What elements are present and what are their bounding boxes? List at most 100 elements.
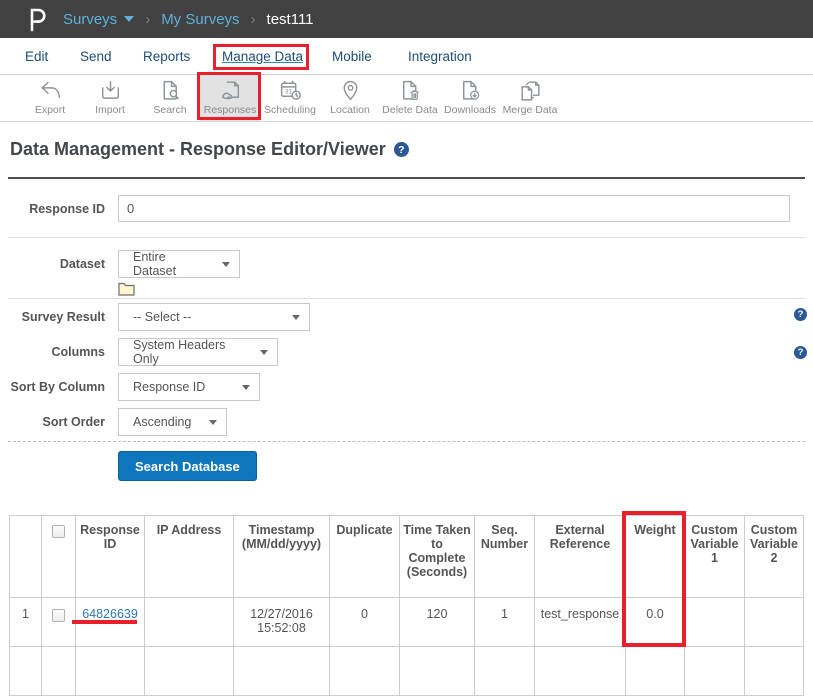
columns-select-value: System Headers Only: [133, 338, 226, 366]
toolbar-item-label: Merge Data: [502, 104, 558, 116]
toolbar-item-label: Scheduling: [264, 104, 316, 116]
sort-order-select-value: Ascending: [133, 415, 192, 429]
sort-by-column-select[interactable]: Response ID: [118, 373, 260, 401]
dataset-label: Dataset: [59, 257, 105, 271]
breadcrumb-separator: ›: [250, 10, 256, 28]
chevron-down-icon: [124, 16, 135, 22]
toolbar-item-label: Downloads: [444, 104, 496, 116]
response-id-label: Response ID: [29, 201, 105, 216]
breadcrumb-separator: ›: [145, 10, 151, 28]
columns-select[interactable]: System Headers Only: [118, 338, 278, 366]
col-duplicate: Duplicate: [329, 515, 400, 598]
tab-edit[interactable]: Edit: [25, 48, 49, 64]
sort-order-label: Sort Order: [42, 415, 105, 429]
export-button[interactable]: Export: [20, 75, 80, 121]
merge-data-button[interactable]: Merge Data: [500, 75, 560, 121]
table-row: 1 64826639 12/27/2016 15:52:08 0 120 1 t…: [9, 597, 804, 647]
duplicate-cell: 0: [329, 597, 400, 647]
toolbar-item-label: Location: [330, 104, 370, 116]
col-time-taken: Time Taken to Complete (Seconds): [399, 515, 475, 598]
topbar: Surveys › My Surveys › test111: [0, 0, 813, 38]
section-divider: [8, 298, 805, 299]
search-database-button[interactable]: Search Database: [118, 451, 257, 481]
select-row-checkbox[interactable]: [52, 609, 65, 622]
help-icon[interactable]: ?: [393, 142, 409, 157]
import-icon: [101, 80, 119, 99]
folder-icon[interactable]: [118, 282, 135, 301]
dataset-select[interactable]: Entire Dataset: [118, 250, 240, 278]
time-taken-cell: 120: [399, 597, 475, 647]
col-response-id: Response ID: [75, 515, 145, 598]
response-id-link[interactable]: 64826639: [82, 607, 138, 621]
tab-send[interactable]: Send: [80, 48, 112, 64]
help-icon[interactable]: ?: [794, 308, 807, 321]
toolbar-item-label: Responses: [203, 104, 257, 116]
col-weight: Weight: [625, 515, 685, 598]
tab-manage-data[interactable]: Manage Data: [222, 48, 304, 64]
col-custom-variable-2: Custom Variable 2: [744, 515, 804, 598]
col-ip-address: IP Address: [144, 515, 234, 598]
columns-label: Columns: [51, 345, 105, 359]
scheduling-button[interactable]: 31 Scheduling: [260, 75, 320, 121]
select-cell: [41, 597, 76, 647]
manage-data-toolbar: Export Import Search Responses 31 Schedu…: [0, 75, 813, 122]
delete-data-icon: [402, 80, 419, 100]
tab-reports[interactable]: Reports: [143, 48, 191, 64]
table-header-row: Response ID IP Address Timestamp (MM/dd/…: [9, 515, 804, 598]
weight-cell: 0.0: [625, 597, 685, 647]
section-divider: [8, 237, 805, 238]
location-button[interactable]: Location: [320, 75, 380, 121]
col-seq-number: Seq. Number: [474, 515, 535, 598]
tab-integration[interactable]: Integration: [408, 48, 472, 64]
import-button[interactable]: Import: [80, 75, 140, 121]
sort-by-column-select-value: Response ID: [133, 380, 206, 394]
external-reference-cell: test_response: [534, 597, 626, 647]
page-title: Data Management - Response Editor/Viewer: [10, 139, 386, 159]
breadcrumb: Surveys › My Surveys › test111: [63, 11, 314, 28]
breadcrumb-surveys[interactable]: Surveys: [63, 11, 135, 28]
ip-address-cell: [144, 597, 234, 647]
sort-by-column-label: Sort By Column: [10, 380, 105, 394]
col-timestamp: Timestamp (MM/dd/yyyy): [233, 515, 330, 598]
title-divider: [8, 177, 805, 179]
delete-data-button[interactable]: Delete Data: [380, 75, 440, 121]
responses-icon: [221, 81, 239, 100]
toolbar-item-label: Import: [95, 104, 125, 116]
search-button[interactable]: Search: [140, 75, 200, 121]
menu-bar: Edit Send Reports Manage Data Mobile Int…: [0, 38, 813, 75]
search-icon: [163, 80, 179, 100]
responses-button[interactable]: Responses: [200, 75, 260, 121]
sort-order-select[interactable]: Ascending: [118, 408, 227, 436]
form-divider: [8, 441, 805, 442]
sogosurvey-logo-icon[interactable]: [27, 6, 47, 32]
survey-result-label: Survey Result: [21, 310, 105, 324]
col-custom-variable-1: Custom Variable 1: [684, 515, 745, 598]
table-row-partial: [9, 646, 804, 696]
timestamp-cell: 12/27/2016 15:52:08: [233, 597, 330, 647]
toolbar-item-label: Export: [34, 104, 66, 116]
chevron-down-icon: [209, 419, 217, 425]
custom-variable-2-cell: [744, 597, 804, 647]
col-external-reference: External Reference: [534, 515, 626, 598]
row-number-cell: 1: [9, 597, 42, 647]
export-icon: [40, 81, 60, 99]
survey-result-select[interactable]: -- Select --: [118, 303, 310, 331]
response-id-input[interactable]: [118, 195, 790, 222]
downloads-button[interactable]: Downloads: [440, 75, 500, 121]
select-all-header: [41, 515, 76, 598]
toolbar-item-label: Search: [153, 104, 187, 116]
breadcrumb-my-surveys[interactable]: My Surveys: [161, 10, 240, 28]
seq-number-cell: 1: [474, 597, 535, 647]
dataset-select-value: Entire Dataset: [133, 250, 177, 278]
merge-data-icon: [520, 81, 540, 101]
tab-mobile[interactable]: Mobile: [332, 48, 372, 64]
select-all-checkbox[interactable]: [52, 525, 65, 538]
location-icon: [343, 80, 357, 101]
survey-result-select-value: -- Select --: [133, 310, 192, 324]
svg-text:31: 31: [284, 89, 291, 96]
breadcrumb-survey-name: test111: [266, 10, 314, 28]
row-number-header: [9, 515, 42, 598]
scheduling-icon: 31: [280, 80, 301, 100]
help-icon[interactable]: ?: [794, 346, 807, 359]
